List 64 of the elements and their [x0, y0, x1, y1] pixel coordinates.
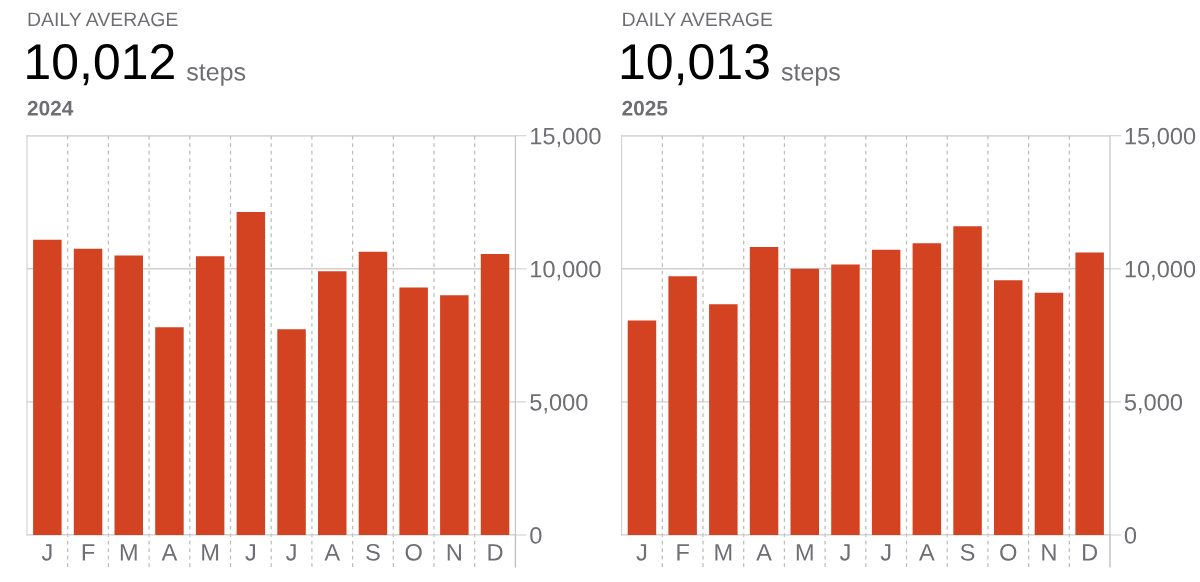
x-tick-label: J	[41, 544, 52, 561]
bar	[790, 268, 819, 535]
y-tick-label: 0	[530, 527, 542, 544]
x-tick-label: N	[1042, 544, 1056, 561]
bar	[871, 249, 901, 535]
x-tick-label: J	[880, 544, 891, 561]
y-tick-label: 5,000	[1124, 393, 1183, 414]
y-tick-label: 15,000	[1125, 127, 1196, 148]
bar	[195, 256, 225, 535]
bar	[668, 276, 697, 535]
x-tick-label: S	[960, 543, 975, 561]
x-tick-label: N	[447, 544, 461, 561]
x-tick-label: F	[677, 544, 689, 561]
bar	[994, 280, 1023, 535]
bar	[318, 271, 347, 535]
y-tick-label: 0	[1124, 527, 1137, 544]
chart-subtitle: 2025	[622, 100, 668, 116]
x-tick-label: M	[202, 544, 219, 561]
x-tick-label: S	[366, 543, 380, 561]
bar	[114, 255, 143, 535]
y-tick-label: 15,000	[531, 127, 601, 148]
bar	[399, 287, 428, 535]
chart-title: 10,013	[621, 44, 769, 86]
x-tick-label: J	[245, 544, 255, 561]
x-tick-label: J	[636, 544, 647, 561]
x-tick-label: A	[919, 544, 935, 561]
text: steps	[186, 64, 246, 86]
bar	[358, 251, 388, 535]
bar	[33, 239, 62, 535]
bar	[440, 295, 469, 535]
x-tick-label: J	[839, 544, 850, 561]
x-tick-label: O	[405, 543, 422, 561]
chart-subtitle: 2024	[27, 100, 74, 116]
text: steps	[781, 64, 840, 86]
chart-title: 10,012	[27, 44, 174, 86]
x-tick-label: J	[286, 544, 296, 561]
y-tick-label: 10,000	[1125, 260, 1196, 281]
x-tick-label: D	[488, 544, 503, 561]
bar	[480, 253, 510, 535]
x-tick-label: A	[756, 544, 772, 561]
bar	[277, 329, 306, 535]
bar	[749, 246, 779, 535]
text: DAILY AVERAGE	[623, 12, 773, 27]
x-tick-label: M	[715, 544, 732, 561]
bar	[155, 327, 184, 535]
bar	[953, 226, 982, 535]
x-tick-label: F	[82, 544, 95, 561]
bar	[831, 264, 860, 535]
x-tick-label: A	[161, 544, 178, 561]
x-tick-label: D	[1083, 544, 1098, 561]
bar	[709, 304, 738, 535]
bar	[627, 320, 657, 535]
x-tick-label: M	[796, 544, 813, 561]
y-tick-label: 5,000	[530, 393, 588, 414]
x-tick-label: A	[324, 544, 341, 561]
bar	[236, 212, 266, 535]
x-tick-label: M	[120, 544, 137, 561]
bar	[912, 243, 942, 535]
bar	[1075, 252, 1104, 535]
x-tick-label: O	[1000, 543, 1017, 561]
text: DAILY AVERAGE	[28, 12, 178, 27]
y-tick-label: 10,000	[531, 260, 601, 281]
bar	[73, 248, 103, 535]
bar	[1034, 292, 1064, 535]
